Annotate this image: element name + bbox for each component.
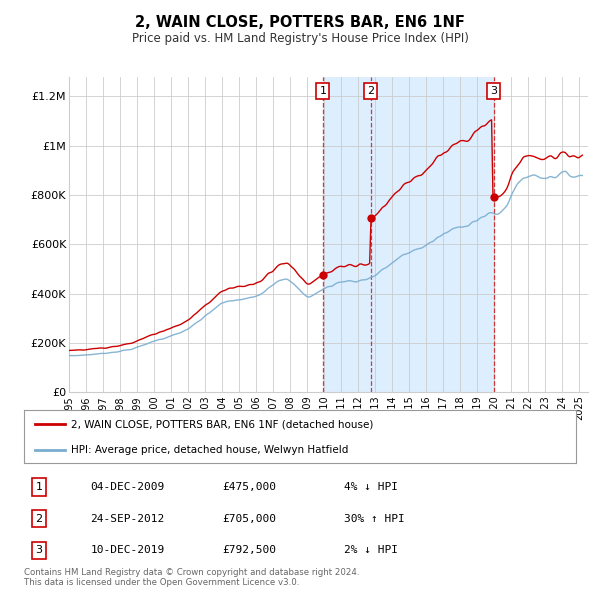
Text: 2, WAIN CLOSE, POTTERS BAR, EN6 1NF: 2, WAIN CLOSE, POTTERS BAR, EN6 1NF (135, 15, 465, 30)
Text: 10-DEC-2019: 10-DEC-2019 (90, 545, 164, 555)
Text: This data is licensed under the Open Government Licence v3.0.: This data is licensed under the Open Gov… (24, 578, 299, 587)
Text: 2% ↓ HPI: 2% ↓ HPI (344, 545, 398, 555)
Text: 1: 1 (35, 482, 43, 492)
Text: HPI: Average price, detached house, Welwyn Hatfield: HPI: Average price, detached house, Welw… (71, 445, 348, 455)
Text: 3: 3 (490, 86, 497, 96)
Text: £792,500: £792,500 (223, 545, 277, 555)
Text: £475,000: £475,000 (223, 482, 277, 492)
Text: £705,000: £705,000 (223, 513, 277, 523)
Text: 30% ↑ HPI: 30% ↑ HPI (344, 513, 405, 523)
Text: 4% ↓ HPI: 4% ↓ HPI (344, 482, 398, 492)
Bar (323, 77, 494, 392)
Text: 04-DEC-2009: 04-DEC-2009 (90, 482, 164, 492)
Text: 1: 1 (319, 86, 326, 96)
Text: 2: 2 (35, 513, 43, 523)
Text: 24-SEP-2012: 24-SEP-2012 (90, 513, 164, 523)
Text: Contains HM Land Registry data © Crown copyright and database right 2024.: Contains HM Land Registry data © Crown c… (24, 568, 359, 576)
Text: 3: 3 (35, 545, 43, 555)
Text: 2, WAIN CLOSE, POTTERS BAR, EN6 1NF (detached house): 2, WAIN CLOSE, POTTERS BAR, EN6 1NF (det… (71, 419, 373, 430)
Text: 2: 2 (367, 86, 374, 96)
Text: Price paid vs. HM Land Registry's House Price Index (HPI): Price paid vs. HM Land Registry's House … (131, 32, 469, 45)
